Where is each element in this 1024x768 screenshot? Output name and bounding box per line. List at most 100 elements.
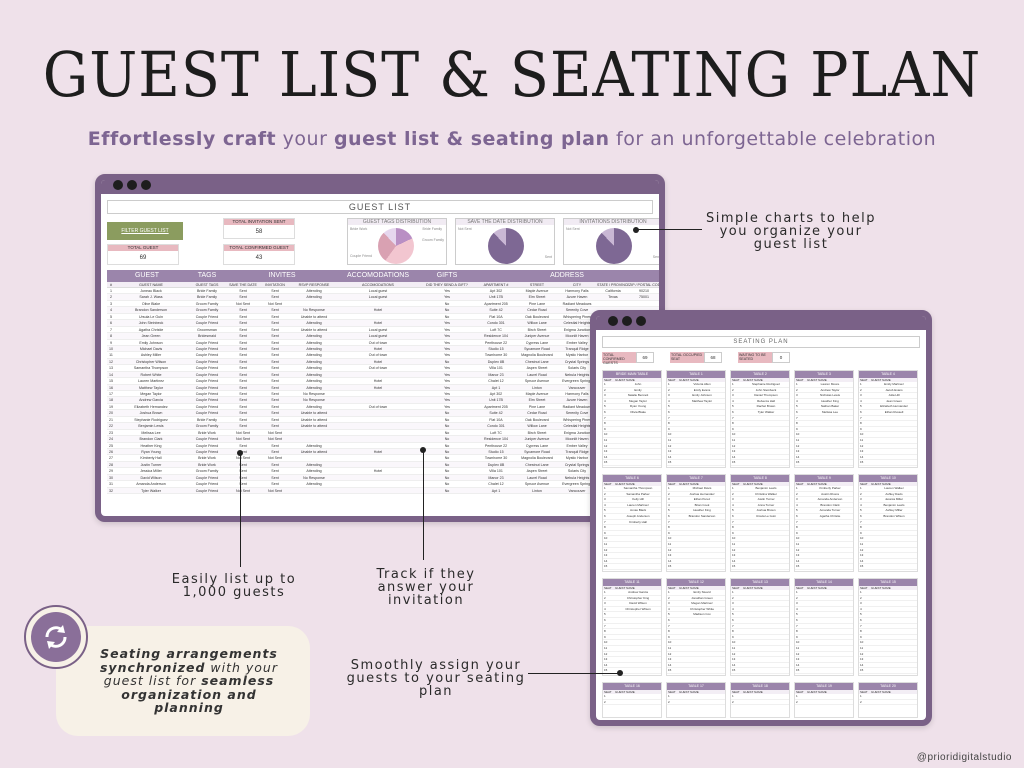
- table-cell[interactable]: No: [444, 482, 450, 487]
- table-cell[interactable]: Maple Avenue: [525, 392, 549, 396]
- seat-row[interactable]: 6: [667, 410, 725, 416]
- table-cell[interactable]: 26: [109, 449, 113, 454]
- table-cell[interactable]: Jean Green: [141, 334, 161, 339]
- table-cell[interactable]: Not Sent: [236, 437, 250, 442]
- table-cell[interactable]: Pine Lane: [528, 404, 546, 409]
- seat-row[interactable]: 6 Brandon Wilson: [859, 514, 917, 520]
- table-cell[interactable]: Attending: [306, 334, 322, 339]
- seat-row[interactable]: 8: [795, 421, 853, 427]
- table-cell[interactable]: Couple Friend: [195, 443, 219, 448]
- filter-guest-list-button[interactable]: FILTER GUEST LIST: [107, 222, 183, 240]
- table-cell[interactable]: 2: [110, 295, 112, 300]
- table-cell[interactable]: Chestnut Lane: [525, 359, 549, 364]
- table-cell[interactable]: Aspen Street: [526, 469, 548, 474]
- table-cell[interactable]: Sent: [271, 379, 279, 384]
- seat-row[interactable]: 9: [731, 427, 789, 433]
- seat-row[interactable]: 3: [731, 601, 789, 607]
- table-cell[interactable]: Stephanie Rodriguez: [134, 417, 168, 422]
- seat-row[interactable]: 2 Emily: [603, 388, 661, 394]
- seat-row[interactable]: 3 David Wilson: [603, 601, 661, 607]
- seat-row[interactable]: 15: [795, 460, 853, 466]
- seat-row[interactable]: 12: [795, 444, 853, 450]
- seat-row[interactable]: 1: [859, 590, 917, 596]
- table-cell[interactable]: Oak Boulevard: [525, 314, 549, 319]
- seat-row[interactable]: 11: [859, 438, 917, 444]
- table-cell[interactable]: John Steinbeck: [138, 321, 164, 326]
- table-cell[interactable]: Couple Friend: [195, 411, 219, 416]
- table-cell[interactable]: Sent: [239, 411, 247, 416]
- seat-row[interactable]: 1: [795, 694, 853, 700]
- table-cell[interactable]: Unit 17B: [489, 398, 503, 403]
- table-cell[interactable]: Cypress Lane: [525, 340, 549, 345]
- table-cell[interactable]: Couple Friend: [195, 321, 219, 326]
- table-cell[interactable]: 9: [110, 340, 112, 345]
- column-header[interactable]: SAVE THE DATE: [229, 283, 257, 287]
- table-cell[interactable]: Matthew Taylor: [138, 385, 164, 390]
- table-cell[interactable]: 90210: [639, 289, 649, 293]
- seat-row[interactable]: 14: [795, 663, 853, 669]
- table-cell[interactable]: Texas: [608, 295, 618, 300]
- table-cell[interactable]: Hotel: [373, 321, 383, 326]
- table-cell[interactable]: [291, 488, 337, 493]
- table-cell[interactable]: Sent: [239, 392, 247, 396]
- seat-row[interactable]: 11: [859, 646, 917, 652]
- table-cell[interactable]: Ember Valley: [566, 340, 588, 345]
- table-cell[interactable]: Tyler Walker: [141, 488, 161, 493]
- table-cell[interactable]: [337, 430, 419, 435]
- table-cell[interactable]: Moonlit Haven: [565, 437, 589, 442]
- seat-row[interactable]: 13: [731, 657, 789, 663]
- table-cell[interactable]: No: [444, 443, 450, 448]
- seat-row[interactable]: 12: [859, 652, 917, 658]
- seat-row[interactable]: 6: [667, 618, 725, 624]
- window-dot-icon[interactable]: [113, 180, 123, 190]
- table-cell[interactable]: Groomsman: [197, 327, 217, 332]
- seat-row[interactable]: 5 Ashley Miller: [859, 508, 917, 514]
- seat-row[interactable]: 12: [859, 444, 917, 450]
- table-cell[interactable]: Groom Family: [195, 424, 219, 429]
- seat-row[interactable]: 10: [667, 640, 725, 646]
- table-cell[interactable]: Melissa Lee: [141, 430, 161, 435]
- seat-row[interactable]: 8: [731, 629, 789, 635]
- seat-row[interactable]: 7: [731, 520, 789, 526]
- table-cell[interactable]: Hotel: [373, 359, 383, 364]
- seat-row[interactable]: 4 Lauren Martinez: [603, 503, 661, 509]
- table-cell[interactable]: Joshua Brown: [139, 411, 163, 416]
- table-cell[interactable]: Yes: [444, 353, 450, 358]
- table-cell[interactable]: Sent: [271, 385, 279, 390]
- seat-row[interactable]: 1 Lauren Moore: [795, 382, 853, 388]
- seat-row[interactable]: 5: [603, 612, 661, 618]
- table-cell[interactable]: Vancouver: [568, 488, 586, 493]
- seat-row[interactable]: 8: [731, 525, 789, 531]
- column-header[interactable]: RSVP RESPONSE: [298, 283, 330, 287]
- table-cell[interactable]: 1: [110, 289, 112, 293]
- table-cell[interactable]: Local guest: [368, 334, 388, 339]
- seat-row[interactable]: 3: [795, 601, 853, 607]
- table-cell[interactable]: Sent: [239, 424, 247, 429]
- table-cell[interactable]: Flat 10A: [489, 314, 503, 319]
- table-cell[interactable]: Groom Family: [195, 308, 219, 313]
- seat-row[interactable]: 8: [603, 421, 661, 427]
- table-cell[interactable]: 25: [109, 443, 113, 448]
- seat-row[interactable]: 10: [731, 640, 789, 646]
- table-cell[interactable]: No: [444, 314, 450, 319]
- table-cell[interactable]: Couple Friend: [195, 372, 219, 377]
- table-cell[interactable]: Duplex 8B: [487, 359, 505, 364]
- table-row[interactable]: 23 Melissa Lee Bride Work Not Sent Not Sent N…: [107, 430, 659, 437]
- table-cell[interactable]: [337, 481, 419, 486]
- seat-row[interactable]: 14: [667, 663, 725, 669]
- table-cell[interactable]: 17: [109, 392, 113, 396]
- seat-row[interactable]: 2: [667, 700, 725, 706]
- table-cell[interactable]: Celestial Heights: [563, 321, 591, 326]
- seat-row[interactable]: 8: [603, 629, 661, 635]
- table-cell[interactable]: Yes: [444, 346, 450, 351]
- table-cell[interactable]: Olive Blake: [141, 301, 161, 306]
- seat-row[interactable]: 4 Anna Turner: [731, 503, 789, 509]
- table-cell[interactable]: Sent: [271, 443, 279, 448]
- seat-row[interactable]: 15: [603, 668, 661, 674]
- seat-row[interactable]: 2: [859, 700, 917, 706]
- seat-row[interactable]: 13: [667, 657, 725, 663]
- seat-row[interactable]: 3: [859, 601, 917, 607]
- seat-row[interactable]: 3 Amanda Anderson: [795, 497, 853, 503]
- table-cell[interactable]: 12: [109, 359, 113, 364]
- table-cell[interactable]: Duplex 8B: [487, 462, 505, 467]
